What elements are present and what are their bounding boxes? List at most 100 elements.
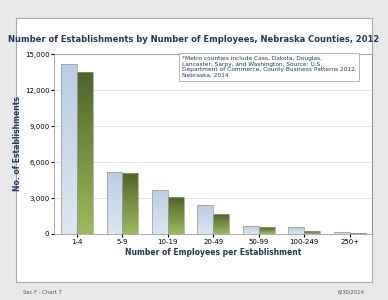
Bar: [61, 152, 77, 154]
Bar: [197, 220, 213, 221]
Bar: [197, 226, 213, 227]
Bar: [107, 204, 123, 205]
Bar: [77, 202, 93, 204]
Bar: [77, 191, 93, 194]
Bar: [168, 223, 184, 224]
Bar: [107, 210, 123, 211]
Bar: [61, 103, 77, 106]
Bar: [213, 217, 229, 218]
Bar: [107, 230, 123, 231]
Bar: [77, 175, 93, 177]
Bar: [61, 83, 77, 86]
Bar: [107, 213, 123, 214]
Bar: [77, 72, 93, 75]
Bar: [152, 223, 168, 224]
Bar: [107, 199, 123, 200]
Bar: [152, 211, 168, 212]
Bar: [77, 199, 93, 202]
Bar: [107, 200, 123, 201]
Bar: [77, 137, 93, 140]
Bar: [77, 212, 93, 215]
Bar: [152, 213, 168, 214]
Bar: [350, 233, 365, 234]
Bar: [168, 227, 184, 228]
Bar: [61, 143, 77, 146]
Bar: [123, 217, 139, 218]
Bar: [61, 189, 77, 191]
Bar: [123, 202, 139, 203]
Bar: [61, 206, 77, 208]
Bar: [77, 110, 93, 112]
Bar: [168, 197, 184, 198]
Bar: [123, 189, 139, 190]
Bar: [168, 210, 184, 211]
Bar: [152, 220, 168, 221]
Bar: [197, 229, 213, 230]
Y-axis label: No. of Establishments: No. of Establishments: [13, 97, 22, 191]
Bar: [77, 102, 93, 104]
Bar: [123, 203, 139, 204]
Bar: [197, 215, 213, 216]
Bar: [61, 75, 77, 78]
Bar: [61, 89, 77, 92]
Bar: [61, 177, 77, 180]
Bar: [77, 126, 93, 129]
Bar: [168, 204, 184, 205]
Bar: [152, 199, 168, 200]
Bar: [123, 179, 139, 180]
Bar: [123, 204, 139, 206]
Bar: [107, 185, 123, 186]
Bar: [213, 228, 229, 229]
Bar: [107, 233, 123, 234]
Bar: [107, 208, 123, 209]
Bar: [197, 219, 213, 220]
Bar: [123, 222, 139, 223]
Bar: [61, 146, 77, 149]
Bar: [123, 187, 139, 188]
Bar: [152, 231, 168, 232]
Bar: [152, 193, 168, 194]
Bar: [61, 197, 77, 200]
Bar: [107, 214, 123, 215]
Bar: [288, 227, 304, 234]
Bar: [152, 190, 168, 191]
Bar: [168, 219, 184, 220]
Bar: [61, 211, 77, 214]
Bar: [61, 157, 77, 160]
Bar: [77, 121, 93, 123]
Bar: [123, 180, 139, 181]
Bar: [61, 100, 77, 103]
Bar: [123, 209, 139, 211]
Bar: [77, 226, 93, 229]
Bar: [152, 202, 168, 203]
Bar: [61, 109, 77, 112]
Bar: [107, 226, 123, 227]
Bar: [168, 213, 184, 214]
Text: 6/30/2014: 6/30/2014: [338, 290, 365, 295]
Bar: [77, 91, 93, 94]
Bar: [107, 196, 123, 198]
Bar: [77, 210, 93, 212]
Bar: [61, 214, 77, 217]
Bar: [61, 223, 77, 226]
Bar: [197, 210, 213, 211]
Bar: [107, 179, 123, 180]
Bar: [107, 221, 123, 223]
Bar: [107, 209, 123, 210]
Bar: [123, 232, 139, 233]
Bar: [107, 203, 123, 204]
Bar: [77, 77, 93, 80]
Bar: [77, 148, 93, 150]
Bar: [107, 201, 123, 202]
Bar: [123, 226, 139, 227]
Bar: [152, 225, 168, 226]
Bar: [197, 230, 213, 231]
Bar: [77, 153, 93, 156]
Bar: [168, 231, 184, 232]
Bar: [152, 206, 168, 207]
Bar: [168, 202, 184, 203]
Bar: [123, 174, 139, 175]
Bar: [123, 220, 139, 221]
Bar: [168, 197, 184, 234]
Bar: [61, 66, 77, 69]
